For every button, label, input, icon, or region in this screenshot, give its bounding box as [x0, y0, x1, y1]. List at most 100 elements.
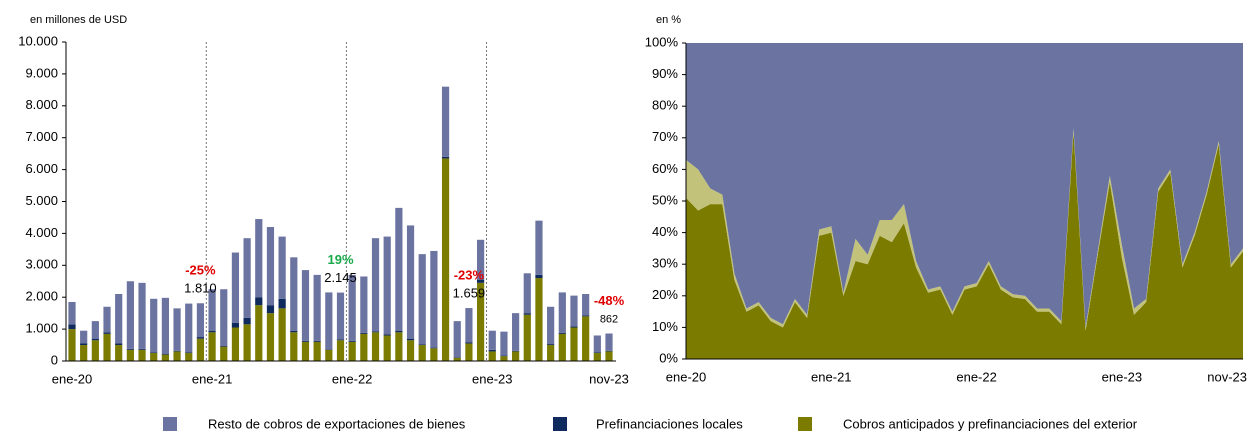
bar-segment	[406, 340, 415, 361]
bar-segment	[453, 357, 461, 358]
bar-segment	[395, 332, 403, 361]
bar-segment	[453, 321, 461, 358]
bar-segment	[126, 349, 134, 361]
x-tick-label: ene-23	[1102, 369, 1142, 384]
x-tick-label: nov-23	[589, 371, 629, 386]
bar-segment	[80, 343, 88, 346]
x-tick-label: nov-23	[1207, 369, 1247, 384]
bar-segment	[173, 350, 181, 352]
bar-segment	[512, 313, 520, 351]
bar-segment	[208, 332, 216, 361]
bar-segment	[325, 292, 333, 350]
bar-segment	[593, 353, 601, 361]
y-tick-label: 5.000	[25, 193, 58, 208]
bar-segment	[231, 327, 240, 361]
bar-segment	[418, 254, 426, 345]
bar-segment	[430, 348, 438, 361]
annotation-value: 2.145	[324, 270, 357, 285]
bar-segment	[301, 340, 310, 342]
bar-segment	[266, 227, 275, 306]
bar-segment	[348, 274, 356, 341]
bar-segment	[360, 333, 368, 361]
bar-segment	[476, 282, 485, 361]
bar-segment	[430, 347, 438, 349]
y-tick-label: 6.000	[25, 161, 58, 176]
annotation-change: 19%	[327, 252, 353, 267]
bar-segment	[535, 278, 543, 361]
y-tick-label: 8.000	[25, 97, 58, 112]
bar-segment	[185, 353, 193, 361]
bar-segment	[115, 294, 123, 344]
bar-segment	[430, 250, 438, 348]
bar-segment	[582, 294, 590, 316]
bar-segment	[441, 156, 450, 159]
bar-segment	[441, 86, 450, 157]
bar-segment	[523, 313, 531, 315]
bar-segment	[220, 346, 228, 361]
bar-segment	[535, 274, 543, 279]
bar-segment	[161, 354, 169, 361]
y-tick-label: 50%	[652, 192, 678, 207]
bar-segment	[512, 351, 520, 361]
bar-segment	[126, 281, 134, 349]
bar-segment	[547, 306, 555, 345]
legend-label: Cobros anticipados y prefinanciaciones d…	[843, 416, 1138, 431]
bar-segment	[360, 276, 368, 333]
bar-segment	[80, 345, 88, 361]
bar-segment	[325, 349, 333, 361]
bar-segment	[185, 352, 193, 354]
bar-segment	[103, 306, 111, 333]
bar-segment	[278, 308, 286, 361]
left-axis-unit: en millones de USD	[30, 14, 127, 26]
bar-segment	[383, 335, 391, 361]
bar-segment	[406, 225, 415, 339]
bar-segment	[570, 295, 578, 327]
bar-segment	[453, 357, 461, 361]
bar-segment	[138, 349, 146, 361]
bar-segment	[488, 349, 496, 352]
bar-segment	[68, 329, 76, 361]
area	[686, 43, 1243, 328]
bar-segment	[243, 317, 251, 325]
bar-segment	[605, 333, 613, 351]
bar-segment	[593, 335, 601, 353]
bar-segment	[500, 355, 508, 357]
bar-segment	[150, 298, 158, 353]
bar-segment	[103, 332, 111, 334]
bar-segment	[196, 303, 205, 338]
bar-segment	[161, 297, 169, 354]
bar-segment	[266, 305, 275, 314]
x-tick-label: ene-22	[956, 369, 996, 384]
x-tick-label: ene-21	[811, 369, 851, 384]
bar-segment	[103, 333, 111, 361]
bar-segment	[547, 345, 555, 361]
bar-segment	[476, 279, 485, 283]
bar-segment	[208, 330, 216, 333]
bar-segment	[570, 327, 578, 361]
legend-swatch	[163, 417, 177, 431]
bar-segment	[547, 344, 555, 346]
bar-segment	[68, 324, 76, 330]
x-tick-label: ene-20	[666, 369, 706, 384]
bar-segment	[535, 220, 543, 275]
bar-segment	[360, 332, 368, 334]
bar-segment	[150, 352, 158, 354]
bar-segment	[255, 219, 263, 298]
bar-segment	[91, 338, 99, 341]
bar-segment	[371, 332, 380, 361]
y-tick-label: 70%	[652, 129, 678, 144]
bar-segment	[605, 351, 613, 361]
bar-segment	[336, 340, 345, 361]
bar-segment	[208, 289, 216, 331]
bar-segment	[138, 348, 146, 350]
annotation-value: 862	[600, 313, 618, 325]
bar-segment	[558, 292, 566, 333]
bar-segment	[558, 332, 566, 334]
bar-segment	[383, 334, 391, 336]
bar-segment	[313, 341, 321, 361]
y-tick-label: 10.000	[18, 33, 58, 48]
bar-segment	[173, 351, 181, 361]
bar-segment	[126, 348, 134, 350]
bar-segment	[465, 308, 473, 343]
